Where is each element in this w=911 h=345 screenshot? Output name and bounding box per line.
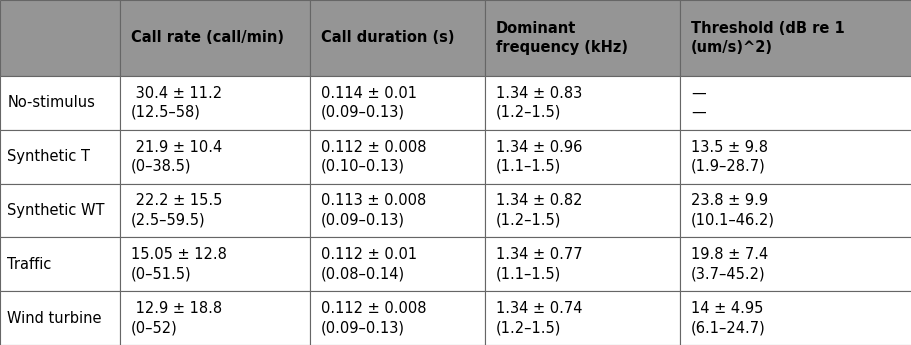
Text: Call duration (s): Call duration (s) xyxy=(321,30,454,46)
Text: 13.5 ± 9.8
(1.9–28.7): 13.5 ± 9.8 (1.9–28.7) xyxy=(691,139,767,174)
Text: 0.112 ± 0.008
(0.09–0.13): 0.112 ± 0.008 (0.09–0.13) xyxy=(321,301,426,335)
Text: Call rate (call/min): Call rate (call/min) xyxy=(131,30,283,46)
Bar xyxy=(485,291,680,345)
Bar xyxy=(120,184,310,237)
Text: 12.9 ± 18.8
(0–52): 12.9 ± 18.8 (0–52) xyxy=(131,301,221,335)
Bar xyxy=(485,76,680,130)
Bar xyxy=(680,76,911,130)
Text: —
—: — — xyxy=(691,86,705,120)
Text: 1.34 ± 0.83
(1.2–1.5): 1.34 ± 0.83 (1.2–1.5) xyxy=(496,86,581,120)
Bar xyxy=(0,237,120,291)
Bar xyxy=(120,76,310,130)
Bar xyxy=(0,0,120,76)
Text: Dominant
frequency (kHz): Dominant frequency (kHz) xyxy=(496,21,628,55)
Text: No-stimulus: No-stimulus xyxy=(7,95,95,110)
Bar xyxy=(310,76,485,130)
Text: Wind turbine: Wind turbine xyxy=(7,310,102,326)
Bar xyxy=(0,184,120,237)
Bar xyxy=(680,0,911,76)
Bar xyxy=(310,291,485,345)
Bar xyxy=(0,76,120,130)
Text: 21.9 ± 10.4
(0–38.5): 21.9 ± 10.4 (0–38.5) xyxy=(131,139,222,174)
Bar xyxy=(120,291,310,345)
Bar xyxy=(0,130,120,184)
Text: 1.34 ± 0.82
(1.2–1.5): 1.34 ± 0.82 (1.2–1.5) xyxy=(496,193,582,228)
Text: Threshold (dB re 1
(um/s)^2): Threshold (dB re 1 (um/s)^2) xyxy=(691,21,844,55)
Text: Synthetic WT: Synthetic WT xyxy=(7,203,105,218)
Bar xyxy=(0,291,120,345)
Text: 30.4 ± 11.2
(12.5–58): 30.4 ± 11.2 (12.5–58) xyxy=(131,86,221,120)
Bar xyxy=(485,130,680,184)
Bar xyxy=(680,184,911,237)
Text: 0.112 ± 0.01
(0.08–0.14): 0.112 ± 0.01 (0.08–0.14) xyxy=(321,247,416,282)
Text: Synthetic T: Synthetic T xyxy=(7,149,90,164)
Text: 15.05 ± 12.8
(0–51.5): 15.05 ± 12.8 (0–51.5) xyxy=(131,247,227,282)
Text: 1.34 ± 0.74
(1.2–1.5): 1.34 ± 0.74 (1.2–1.5) xyxy=(496,301,582,335)
Bar xyxy=(120,237,310,291)
Text: 19.8 ± 7.4
(3.7–45.2): 19.8 ± 7.4 (3.7–45.2) xyxy=(691,247,767,282)
Text: 23.8 ± 9.9
(10.1–46.2): 23.8 ± 9.9 (10.1–46.2) xyxy=(691,193,774,228)
Text: 0.112 ± 0.008
(0.10–0.13): 0.112 ± 0.008 (0.10–0.13) xyxy=(321,139,426,174)
Text: 0.113 ± 0.008
(0.09–0.13): 0.113 ± 0.008 (0.09–0.13) xyxy=(321,193,425,228)
Text: Traffic: Traffic xyxy=(7,257,52,272)
Text: 1.34 ± 0.96
(1.1–1.5): 1.34 ± 0.96 (1.1–1.5) xyxy=(496,139,582,174)
Bar xyxy=(310,130,485,184)
Bar xyxy=(485,184,680,237)
Bar xyxy=(310,184,485,237)
Bar xyxy=(485,0,680,76)
Text: 1.34 ± 0.77
(1.1–1.5): 1.34 ± 0.77 (1.1–1.5) xyxy=(496,247,582,282)
Bar xyxy=(680,237,911,291)
Bar xyxy=(680,130,911,184)
Bar xyxy=(120,0,310,76)
Bar xyxy=(485,237,680,291)
Bar xyxy=(310,0,485,76)
Text: 14 ± 4.95
(6.1–24.7): 14 ± 4.95 (6.1–24.7) xyxy=(691,301,765,335)
Text: 0.114 ± 0.01
(0.09–0.13): 0.114 ± 0.01 (0.09–0.13) xyxy=(321,86,416,120)
Bar xyxy=(310,237,485,291)
Bar xyxy=(120,130,310,184)
Bar xyxy=(680,291,911,345)
Text: 22.2 ± 15.5
(2.5–59.5): 22.2 ± 15.5 (2.5–59.5) xyxy=(131,193,222,228)
